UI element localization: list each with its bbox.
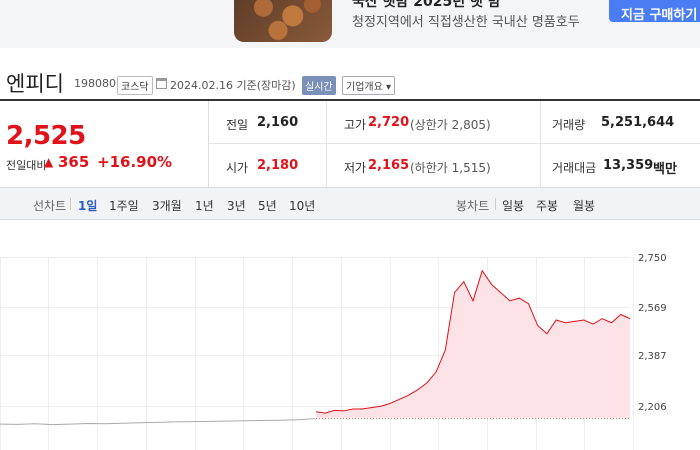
high-label: 고가 bbox=[344, 118, 367, 132]
y-tick-label: 2,569 bbox=[638, 303, 667, 314]
price-chart[interactable]: 2,750 2,569 2,387 2,206 bbox=[0, 221, 700, 450]
y-tick-label: 2,750 bbox=[638, 253, 667, 264]
market-badge: 코스닥 bbox=[117, 76, 153, 95]
lower-limit: (하한가 1,515) bbox=[410, 161, 491, 175]
low-value: 2,165 bbox=[368, 158, 410, 173]
date-text: 2024.02.16 기준(장마감) bbox=[170, 79, 296, 92]
up-arrow-icon: ▲ bbox=[44, 155, 54, 169]
chevron-down-icon: ▾ bbox=[386, 82, 392, 93]
amount-unit: 백만 bbox=[653, 162, 677, 177]
calendar-icon bbox=[156, 78, 167, 89]
price-area-fill bbox=[316, 270, 630, 419]
tab-3year[interactable]: 3년 bbox=[227, 199, 246, 213]
ad-banner[interactable]: 국산 햇밤 2025년 햇 밤 청정지역에서 직접생산한 국내산 명품호두 지금… bbox=[0, 0, 700, 48]
low-label: 저가 bbox=[344, 161, 367, 175]
tab-10year[interactable]: 10년 bbox=[289, 199, 316, 213]
change-value: 365 bbox=[58, 153, 90, 171]
stock-name: 엔피디 bbox=[6, 72, 64, 96]
y-tick-label: 2,206 bbox=[638, 402, 667, 413]
upper-limit: (상한가 2,805) bbox=[410, 118, 491, 132]
volume-value: 5,251,644 bbox=[601, 115, 675, 130]
current-price: 2,525 bbox=[6, 121, 86, 151]
tab-1day[interactable]: 1일 bbox=[78, 199, 98, 213]
prev-session-line bbox=[0, 418, 316, 426]
info-divider bbox=[0, 187, 700, 188]
ad-subtitle[interactable]: 청정지역에서 직접생산한 국내산 명품호두 bbox=[352, 15, 580, 30]
tab-separator bbox=[495, 198, 496, 210]
tab-line-chart[interactable]: 선차트 bbox=[33, 199, 67, 213]
tab-monthly[interactable]: 월봉 bbox=[573, 199, 596, 213]
open-value: 2,180 bbox=[257, 158, 299, 173]
stock-code: 198080 bbox=[74, 77, 116, 90]
header-divider bbox=[0, 99, 700, 101]
company-info-label: 기업개요 bbox=[346, 82, 383, 93]
period-tabs: 선차트 1일 1주일 3개월 1년 3년 5년 10년 봉차트 일봉 주봉 월봉 bbox=[0, 188, 700, 220]
tab-daily[interactable]: 일봉 bbox=[502, 199, 525, 213]
tab-1week[interactable]: 1주일 bbox=[109, 199, 139, 213]
quote-info-grid: 전일 2,160 고가 2,720 (상한가 2,805) 거래량 5,251,… bbox=[209, 101, 700, 187]
prev-close-value: 2,160 bbox=[257, 115, 299, 130]
tab-3month[interactable]: 3개월 bbox=[152, 199, 182, 213]
tab-1year[interactable]: 1년 bbox=[195, 199, 214, 213]
tab-5year[interactable]: 5년 bbox=[258, 199, 277, 213]
tab-separator bbox=[70, 198, 71, 210]
amount-value: 13,359 bbox=[603, 158, 654, 173]
volume-label: 거래량 bbox=[552, 118, 586, 132]
amount-label: 거래대금 bbox=[552, 161, 597, 175]
prev-close-label: 전일 bbox=[226, 118, 249, 132]
y-tick-label: 2,387 bbox=[638, 351, 667, 362]
change-percent: +16.90% bbox=[97, 153, 173, 171]
high-value: 2,720 bbox=[368, 115, 410, 130]
ad-title[interactable]: 국산 햇밤 2025년 햇 밤 bbox=[352, 0, 501, 10]
open-label: 시가 bbox=[226, 161, 249, 175]
tab-candle-chart[interactable]: 봉차트 bbox=[456, 199, 490, 213]
price-line bbox=[315, 269, 631, 414]
change-label: 전일대비 bbox=[6, 159, 47, 172]
company-info-button[interactable]: 기업개요 ▾ bbox=[342, 76, 396, 95]
realtime-button[interactable]: 실시간 bbox=[302, 76, 336, 95]
price-panel: 2,525 전일대비 ▲ 365 +16.90% bbox=[0, 101, 209, 187]
tab-weekly[interactable]: 주봉 bbox=[536, 199, 559, 213]
chart-svg: 2,750 2,569 2,387 2,206 bbox=[0, 253, 667, 450]
ad-product-image[interactable] bbox=[234, 0, 332, 42]
ad-buy-button[interactable]: 지금 구매하기 bbox=[609, 0, 700, 23]
